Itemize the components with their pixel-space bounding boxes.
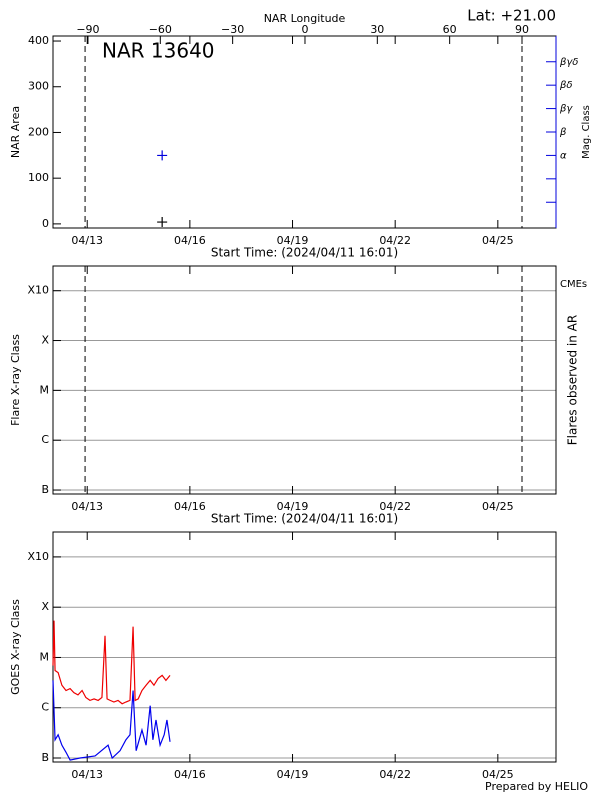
x2-axis-label: NAR Longitude (264, 12, 346, 25)
y-tick-label: X (41, 334, 49, 347)
y2-tick-label: βγδ (559, 57, 578, 68)
x2-tick-label: 60 (443, 23, 457, 36)
y-tick-label: X10 (27, 284, 49, 297)
x2-tick-label: −60 (149, 23, 172, 36)
y2-axis-label: Mag. Class (581, 105, 592, 159)
y-tick-label: X10 (27, 550, 49, 563)
x-tick-label: 04/13 (71, 234, 103, 247)
y-tick-label: 400 (28, 34, 49, 47)
y-tick-label: B (41, 751, 49, 764)
point (157, 150, 168, 161)
x-axis-label: Start Time: (2024/04/11 16:01) (211, 512, 398, 526)
annotation: CMEs (560, 279, 587, 290)
y-axis-label: NAR Area (9, 106, 22, 158)
plot-frame (52, 265, 557, 495)
y2-tick-label: β (559, 127, 567, 138)
x-axis-label: Start Time: (2024/04/11 16:01) (211, 246, 398, 260)
plot-frame (52, 531, 557, 763)
y-tick-label: M (40, 650, 50, 663)
panel-title: NAR 13640 (102, 39, 215, 63)
series-line (52, 620, 171, 705)
plot-frame (52, 35, 557, 229)
x-tick-label: 04/25 (482, 768, 514, 781)
x2-tick-label: 90 (515, 23, 529, 36)
y-axis-label: GOES X-ray Class (9, 599, 22, 695)
y2-tick-label: βδ (559, 80, 573, 91)
y-axis-label: Flare X-ray Class (9, 334, 22, 426)
footer: Prepared by HELIO (485, 780, 588, 793)
x-tick-label: 04/13 (71, 500, 103, 513)
y2-tick-label: βγ (559, 104, 573, 115)
y-tick-label: 0 (42, 217, 49, 230)
x-tick-label: 04/19 (277, 500, 309, 513)
x-tick-label: 04/22 (379, 768, 411, 781)
y-tick-label: C (41, 701, 49, 714)
x2-tick-label: 0 (301, 23, 308, 36)
y-tick-label: 300 (28, 80, 49, 93)
x-tick-label: 04/16 (174, 234, 206, 247)
y2-axis-label: Flares observed in AR (566, 315, 580, 445)
x-tick-label: 04/22 (379, 500, 411, 513)
x-tick-label: 04/25 (482, 234, 514, 247)
x-tick-label: 04/16 (174, 500, 206, 513)
series-line (52, 680, 171, 761)
x-tick-label: 04/22 (379, 234, 411, 247)
y-tick-label: M (40, 383, 50, 396)
x2-tick-label: −90 (76, 23, 99, 36)
y-tick-label: 100 (28, 171, 49, 184)
x-tick-label: 04/25 (482, 500, 514, 513)
x-tick-label: 04/19 (277, 768, 309, 781)
y-tick-label: X (41, 600, 49, 613)
y-tick-label: B (41, 483, 49, 496)
point (157, 217, 168, 228)
x-tick-label: 04/19 (277, 234, 309, 247)
annotation: Lat: +21.00 (467, 7, 556, 25)
y-tick-label: C (41, 433, 49, 446)
y2-tick-label: α (560, 150, 567, 161)
x-tick-label: 04/13 (71, 768, 103, 781)
x2-tick-label: 30 (370, 23, 384, 36)
y-tick-label: 200 (28, 125, 49, 138)
x-tick-label: 04/16 (174, 768, 206, 781)
x2-tick-label: −30 (221, 23, 244, 36)
